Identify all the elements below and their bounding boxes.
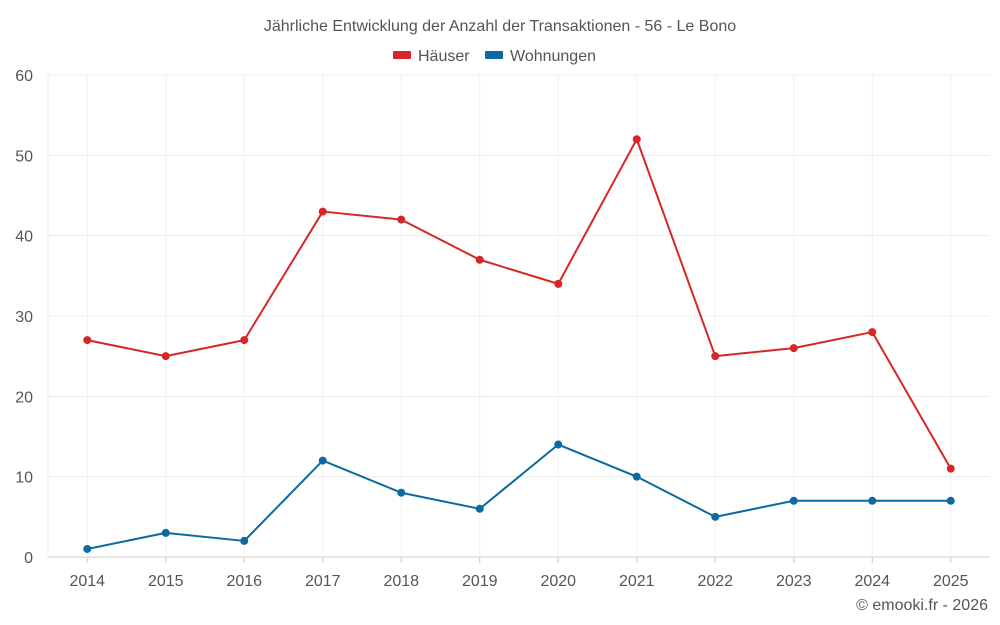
x-tick-label: 2016 xyxy=(226,573,262,590)
y-tick-label: 60 xyxy=(15,68,33,85)
y-tick-label: 10 xyxy=(15,470,33,487)
data-point[interactable] xyxy=(161,528,170,537)
x-tick-label: 2022 xyxy=(697,573,733,590)
y-tick-label: 30 xyxy=(15,309,33,326)
data-point[interactable] xyxy=(240,536,249,545)
x-tick-label: 2015 xyxy=(148,573,184,590)
data-point[interactable] xyxy=(83,544,92,553)
data-point[interactable] xyxy=(632,135,641,144)
data-point[interactable] xyxy=(554,440,563,449)
data-point[interactable] xyxy=(946,464,955,473)
data-point[interactable] xyxy=(946,496,955,505)
x-tick-label: 2017 xyxy=(305,573,341,590)
data-point[interactable] xyxy=(318,207,327,216)
data-point[interactable] xyxy=(711,512,720,521)
y-tick-label: 40 xyxy=(15,229,33,246)
legend-label[interactable]: Häuser xyxy=(418,48,470,65)
y-tick-label: 50 xyxy=(15,148,33,165)
data-point[interactable] xyxy=(554,279,563,288)
x-tick-label: 2018 xyxy=(383,573,419,590)
x-tick-label: 2020 xyxy=(540,573,576,590)
data-point[interactable] xyxy=(868,496,877,505)
series-line-0 xyxy=(87,138,952,470)
data-point[interactable] xyxy=(475,504,484,513)
series-line-1 xyxy=(87,443,951,550)
x-tick-label: 2014 xyxy=(69,573,105,590)
data-point[interactable] xyxy=(711,352,720,361)
credit-text: © emooki.fr - 2026 xyxy=(856,597,988,614)
legend-swatch xyxy=(393,51,411,59)
legend-label[interactable]: Wohnungen xyxy=(510,48,596,65)
chart-title: Jährliche Entwicklung der Anzahl der Tra… xyxy=(264,18,736,35)
y-tick-label: 20 xyxy=(15,389,33,406)
legend-swatch xyxy=(485,51,503,59)
data-point[interactable] xyxy=(397,488,406,497)
data-point[interactable] xyxy=(632,472,641,481)
x-tick-label: 2023 xyxy=(776,573,812,590)
y-axis: 0 10 20 30 40 50 60 xyxy=(15,68,33,567)
legend: Häuser Wohnungen xyxy=(393,48,596,65)
data-point[interactable] xyxy=(789,496,798,505)
series-layer xyxy=(83,135,955,553)
x-axis: 2014 2015 2016 2017 2018 2019 2020 2021 2022 2023… xyxy=(69,557,969,590)
data-point[interactable] xyxy=(868,328,877,337)
data-point[interactable] xyxy=(789,344,798,353)
x-tick-label: 2019 xyxy=(462,573,498,590)
data-point[interactable] xyxy=(240,336,249,345)
data-point[interactable] xyxy=(161,352,170,361)
x-tick-label: 2025 xyxy=(933,573,969,590)
grid xyxy=(47,74,990,558)
y-tick-label: 0 xyxy=(24,550,33,567)
data-point[interactable] xyxy=(318,456,327,465)
data-point[interactable] xyxy=(397,215,406,224)
x-tick-label: 2024 xyxy=(854,573,890,590)
x-tick-label: 2021 xyxy=(619,573,655,590)
data-point[interactable] xyxy=(83,336,92,345)
data-point[interactable] xyxy=(475,255,484,264)
